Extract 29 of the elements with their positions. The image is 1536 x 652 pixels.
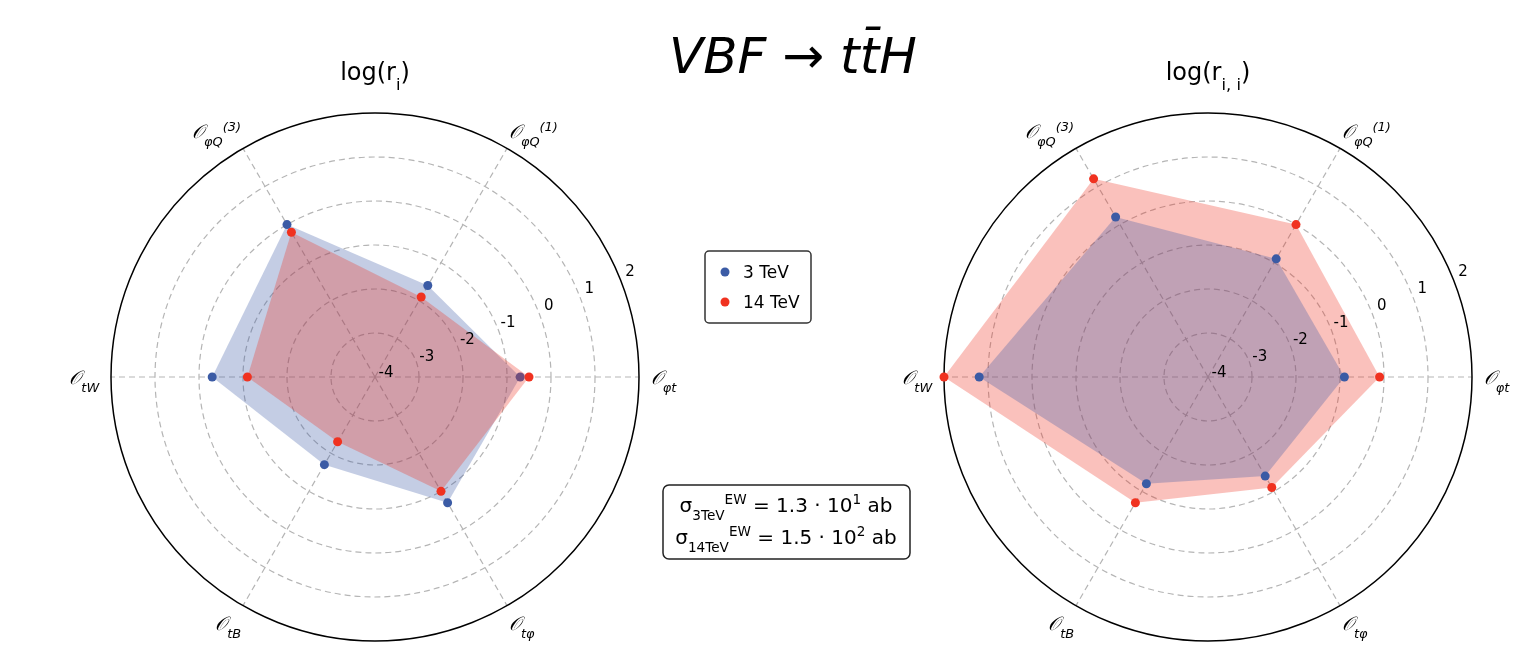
y-tick-label: 0 (543, 296, 554, 315)
y-tick-label: -2 (1292, 329, 1308, 348)
text: σ$_{3TeV}$$^{EW}$ = 1.3 · 10$^{1}$ ab (679, 491, 893, 523)
legend-label: 14 TeV (743, 292, 800, 312)
y-tick-label: 2 (1458, 262, 1468, 281)
spoke-label: 𝒪$_{tB}$ (1048, 611, 1075, 641)
legend-label: 3 TeV (743, 262, 790, 282)
y-tick-label: -1 (1333, 312, 1349, 331)
spoke-label: 𝒪$_{φt}$ (1483, 366, 1511, 395)
y-tick-label: -3 (419, 346, 435, 365)
spoke-label: 𝒪$_{tW}$ (69, 366, 101, 395)
y-tick-label: -4 (1211, 363, 1227, 382)
text: σ$_{14TeV}$$^{EW}$ = 1.5 · 10$^{2}$ ab (675, 523, 897, 555)
spoke-label: 𝒪$_{tB}$ (215, 611, 242, 641)
y-tick-label: 2 (625, 262, 635, 281)
spoke-label: 𝒪$_{tφ}$ (508, 611, 535, 641)
y-tick-label: 1 (1417, 279, 1428, 298)
y-tick-label: 0 (1376, 296, 1387, 315)
y-tick-label: -2 (459, 329, 475, 348)
chart-title: log(r$_{i}$) (340, 58, 410, 94)
y-tick-label: -1 (500, 312, 516, 331)
y-tick-label: 1 (584, 279, 595, 298)
spoke-label: 𝒪$_{tφ}$ (1341, 611, 1368, 641)
y-tick-label: -4 (378, 363, 394, 382)
spoke-label: 𝒪$_{tW}$ (902, 366, 934, 395)
chart-title: log(r$_{i, i}$) (1165, 58, 1251, 94)
y-tick-label: -3 (1252, 346, 1268, 365)
text: VBF → tt̄H (669, 25, 917, 85)
spoke-label: 𝒪$_{φt}$ (650, 366, 678, 395)
